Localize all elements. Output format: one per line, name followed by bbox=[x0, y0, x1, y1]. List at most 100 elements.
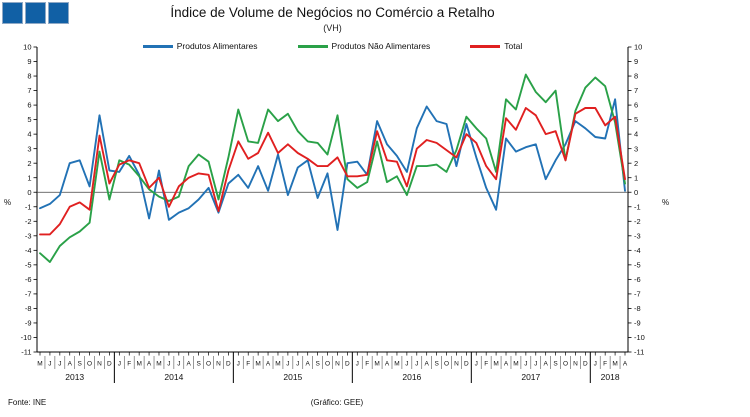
y-axis-unit-right: % bbox=[662, 198, 670, 207]
year-label: 2015 bbox=[283, 372, 302, 382]
y-tick-label-right: -2 bbox=[634, 217, 641, 226]
month-label: J bbox=[48, 361, 51, 368]
y-tick-label-right: -11 bbox=[634, 348, 644, 357]
y-tick-label-left: 1 bbox=[27, 173, 31, 182]
month-label: J bbox=[415, 361, 418, 368]
month-label: A bbox=[187, 361, 192, 368]
legend-label: Produtos Alimentares bbox=[176, 41, 258, 51]
month-label: J bbox=[356, 361, 359, 368]
y-tick-label-right: -7 bbox=[634, 290, 641, 299]
y-tick-label-right: -6 bbox=[634, 275, 641, 284]
month-label: J bbox=[237, 361, 240, 368]
y-tick-label-right: 9 bbox=[634, 57, 638, 66]
month-label: M bbox=[156, 361, 161, 368]
year-label: 2017 bbox=[521, 372, 540, 382]
y-tick-label-right: -10 bbox=[634, 333, 645, 342]
y-tick-label-left: 8 bbox=[27, 72, 31, 81]
month-label: J bbox=[475, 361, 478, 368]
y-tick-label-right: 1 bbox=[634, 173, 638, 182]
month-label: F bbox=[127, 361, 131, 368]
y-tick-label-right: -3 bbox=[634, 231, 641, 240]
month-label: M bbox=[394, 361, 399, 368]
legend-swatch-red-line bbox=[470, 44, 501, 48]
y-tick-label-left: 2 bbox=[27, 159, 31, 168]
y-tick-label-left: 5 bbox=[27, 115, 31, 124]
legend-swatch-green-line bbox=[297, 44, 328, 48]
chart-title: Índice de Volume de Negócios no Comércio… bbox=[170, 5, 495, 20]
legend-item-produtos-nao-alimentares: Produtos Não Alimentares bbox=[297, 41, 431, 51]
month-label: J bbox=[405, 361, 408, 368]
month-label: N bbox=[97, 361, 102, 368]
y-axis-unit-left: % bbox=[4, 198, 12, 207]
y-tick-label-right: -5 bbox=[634, 260, 641, 269]
y-tick-label-right: -9 bbox=[634, 319, 641, 328]
month-label: D bbox=[226, 361, 231, 368]
y-tick-label-right: 3 bbox=[634, 144, 638, 153]
month-label: M bbox=[136, 361, 141, 368]
series-line-produtos-alimentares bbox=[39, 98, 626, 231]
y-tick-label-left: -6 bbox=[25, 275, 32, 284]
legend-swatch-blue-line bbox=[142, 44, 173, 48]
month-label: O bbox=[206, 361, 211, 368]
month-label: D bbox=[583, 361, 588, 368]
month-label: O bbox=[563, 361, 568, 368]
month-label: A bbox=[266, 361, 271, 368]
y-tick-label-left: -9 bbox=[25, 319, 32, 328]
y-tick-label-right: 4 bbox=[634, 130, 638, 139]
y-tick-label-left: -7 bbox=[25, 290, 32, 299]
month-label: J bbox=[118, 361, 121, 368]
credit-note: (Gráfico: GEE) bbox=[310, 398, 364, 407]
y-tick-label-left: 10 bbox=[23, 43, 31, 52]
month-label: M bbox=[255, 361, 260, 368]
year-label: 2016 bbox=[402, 372, 421, 382]
month-label: A bbox=[425, 361, 430, 368]
y-tick-label-right: -8 bbox=[634, 304, 641, 313]
month-label: N bbox=[216, 361, 221, 368]
month-label: J bbox=[524, 361, 527, 368]
y-tick-label-right: 10 bbox=[634, 43, 642, 52]
month-label: M bbox=[37, 361, 42, 368]
year-label: 2013 bbox=[65, 372, 84, 382]
month-label: N bbox=[573, 361, 578, 368]
month-label: O bbox=[325, 361, 330, 368]
chart-legend: Produtos Alimentares Produtos Não Alimen… bbox=[37, 41, 628, 51]
month-label: J bbox=[167, 361, 170, 368]
y-tick-label-left: -2 bbox=[25, 217, 32, 226]
y-tick-label-left: 9 bbox=[27, 57, 31, 66]
month-label: F bbox=[365, 361, 369, 368]
month-label: J bbox=[58, 361, 61, 368]
month-label: D bbox=[464, 361, 469, 368]
month-label: O bbox=[444, 361, 449, 368]
source-note: Fonte: INE bbox=[8, 398, 47, 407]
y-tick-label-right: 2 bbox=[634, 159, 638, 168]
y-tick-label-left: -8 bbox=[25, 304, 32, 313]
month-label: F bbox=[246, 361, 250, 368]
month-label: M bbox=[493, 361, 498, 368]
y-tick-label-right: 8 bbox=[634, 72, 638, 81]
three-squares-logo bbox=[2, 2, 69, 24]
month-label: J bbox=[286, 361, 289, 368]
month-label: N bbox=[335, 361, 340, 368]
y-tick-label-left: 7 bbox=[27, 86, 31, 95]
month-label: F bbox=[603, 361, 607, 368]
chart-subtitle: (VH) bbox=[323, 23, 342, 33]
y-tick-label-left: -4 bbox=[25, 246, 32, 255]
y-tick-label-right: 6 bbox=[634, 101, 638, 110]
y-tick-label-right: 7 bbox=[634, 86, 638, 95]
year-label: 2014 bbox=[164, 372, 183, 382]
logo-square bbox=[25, 2, 46, 24]
legend-label: Produtos Não Alimentares bbox=[331, 41, 431, 51]
y-tick-label-left: 3 bbox=[27, 144, 31, 153]
y-tick-label-left: 6 bbox=[27, 101, 31, 110]
month-label: F bbox=[484, 361, 488, 368]
month-label: M bbox=[612, 361, 617, 368]
month-label: M bbox=[513, 361, 518, 368]
y-tick-label-right: 0 bbox=[634, 188, 638, 197]
month-label: O bbox=[87, 361, 92, 368]
month-label: S bbox=[553, 361, 558, 368]
legend-label: Total bbox=[504, 41, 523, 51]
month-label: D bbox=[107, 361, 112, 368]
month-label: A bbox=[385, 361, 390, 368]
y-tick-label-left: -1 bbox=[25, 202, 32, 211]
